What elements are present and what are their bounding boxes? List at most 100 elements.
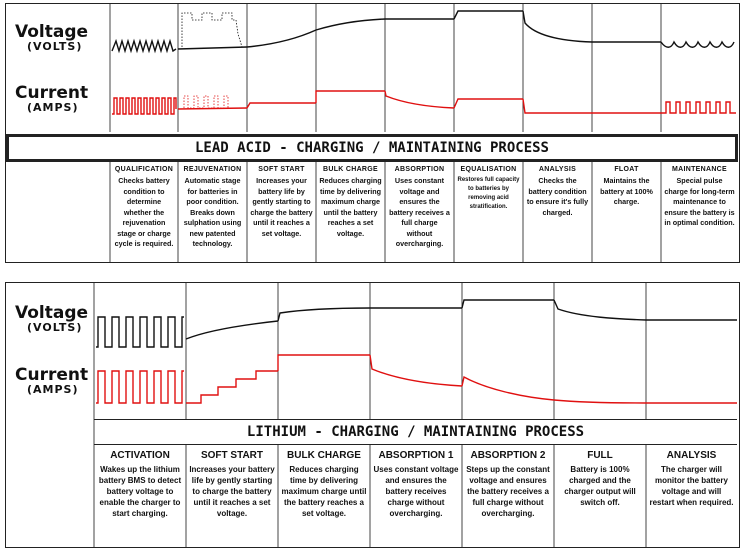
lithium-voltage-curve bbox=[96, 299, 737, 348]
lith-stage-analysis: ANALYSIS The charger will monitor the ba… bbox=[646, 448, 737, 545]
lead-current-label: Current bbox=[15, 83, 89, 103]
lead-current-unit: (AMPS) bbox=[27, 101, 79, 114]
lead-current-maintenance bbox=[661, 101, 736, 114]
stage-description: Automatic stage for batteries in poor co… bbox=[183, 176, 242, 248]
lead-voltage-maintenance bbox=[660, 40, 735, 48]
lith-current-soft-start bbox=[186, 370, 278, 404]
lead-acid-diagram bbox=[109, 4, 736, 262]
stage-description: Increases your battery life by gently st… bbox=[250, 176, 313, 238]
lead-stage-absorption: ABSORPTION Uses constant voltage and ens… bbox=[385, 164, 454, 260]
lead-acid-voltage-curve bbox=[111, 10, 735, 54]
lead-stage-bulk-charge: BULK CHARGE Reduces charging time by del… bbox=[316, 164, 385, 260]
lith-voltage-activation bbox=[96, 316, 184, 348]
lith-stage-full: FULL Battery is 100% charged and the cha… bbox=[554, 448, 646, 545]
stage-description: Increases your battery life by gently st… bbox=[189, 465, 275, 518]
lith-voltage-label: Voltage bbox=[15, 303, 89, 323]
lead-stage-rejuvenation: REJUVENATION Automatic stage for batteri… bbox=[178, 164, 247, 260]
lithium-diagram bbox=[93, 283, 737, 547]
lithium-current-curve bbox=[96, 354, 737, 404]
stage-name: FULL bbox=[587, 450, 613, 461]
lith-voltage-bulk bbox=[277, 307, 371, 322]
lith-voltage-unit: (VOLTS) bbox=[27, 321, 83, 334]
lith-voltage-absorption2 bbox=[461, 299, 554, 309]
lead-current-axis-label: Current (AMPS) bbox=[15, 83, 89, 114]
lead-voltage-equalisation bbox=[453, 10, 523, 20]
lead-voltage-qualification bbox=[111, 38, 177, 54]
stage-description: Restores full capacity to batteries by r… bbox=[457, 177, 520, 210]
lith-stage-activation: ACTIVATION Wakes up the lithium battery … bbox=[94, 448, 186, 545]
lith-current-activation bbox=[96, 370, 184, 404]
stage-name: ABSORPTION 1 bbox=[378, 450, 454, 461]
lith-current-absorption2 bbox=[461, 375, 555, 401]
lead-voltage-rejuvenation bbox=[177, 46, 248, 50]
lead-current-rejuvenation bbox=[177, 107, 248, 110]
lead-current-equalisation bbox=[453, 98, 523, 109]
lead-stage-soft-start: SOFT START Increases your battery life b… bbox=[247, 164, 316, 260]
lith-voltage-full bbox=[553, 299, 647, 321]
stage-description: Checks the battery condition to ensure i… bbox=[526, 176, 589, 217]
lead-current-rejuvenation-pulses bbox=[183, 95, 229, 109]
lead-acid-column-dividers bbox=[109, 4, 662, 262]
lith-stage-soft-start: SOFT START Increases your battery life b… bbox=[186, 448, 278, 545]
lead-current-bulk bbox=[315, 90, 385, 103]
lead-voltage-analysis bbox=[522, 10, 593, 43]
stage-name: ACTIVATION bbox=[110, 450, 170, 461]
stage-name: ABSORPTION 2 bbox=[470, 450, 546, 461]
lead-acid-current-curve bbox=[112, 90, 736, 115]
stage-name: ABSORPTION bbox=[394, 166, 445, 173]
stage-description: Battery is 100% charged and the charger … bbox=[564, 465, 636, 507]
stage-description: Uses constant voltage and ensures the ba… bbox=[389, 176, 450, 248]
lith-current-full bbox=[553, 399, 647, 404]
stage-description: Reduces charging time by delivering maxi… bbox=[319, 176, 382, 238]
stage-name: QUALIFICATION bbox=[114, 166, 174, 173]
lead-stage-maintenance: MAINTENANCE Special pulse charge for lon… bbox=[661, 164, 738, 260]
lead-voltage-bulk bbox=[315, 18, 386, 31]
stage-description: Maintains the battery at 100% charge. bbox=[600, 176, 653, 206]
lith-current-absorption1 bbox=[369, 354, 463, 387]
lith-current-label: Current bbox=[15, 365, 89, 385]
stage-description: Uses constant voltage and ensures the ba… bbox=[373, 465, 459, 518]
stage-description: Wakes up the lithium battery BMS to dete… bbox=[98, 465, 182, 518]
stage-description: Special pulse charge for long-term maint… bbox=[664, 176, 735, 227]
stage-name: REJUVENATION bbox=[183, 166, 242, 173]
stage-name: EQUALISATION bbox=[460, 166, 517, 173]
stage-name: ANALYSIS bbox=[538, 166, 577, 173]
stage-name: BULK CHARGE bbox=[287, 450, 361, 461]
lead-voltage-rejuvenation-pulses bbox=[181, 12, 243, 48]
lithium-column-dividers bbox=[93, 283, 647, 547]
lith-current-unit: (AMPS) bbox=[27, 383, 79, 396]
lead-stage-qualification: QUALIFICATION Checks battery condition t… bbox=[110, 164, 178, 260]
lead-current-soft-start bbox=[246, 102, 316, 109]
lith-stage-absorption-2: ABSORPTION 2 Steps up the constant volta… bbox=[462, 448, 554, 545]
stage-name: ANALYSIS bbox=[666, 450, 717, 461]
stage-description: Reduces charging time by delivering maxi… bbox=[281, 465, 367, 518]
lith-stage-absorption-1: ABSORPTION 1 Uses constant voltage and e… bbox=[370, 448, 462, 545]
lith-voltage-soft-start bbox=[185, 320, 279, 340]
lead-current-qualification bbox=[112, 97, 177, 115]
stage-name: FLOAT bbox=[614, 166, 639, 173]
lith-stage-bulk-charge: BULK CHARGE Reduces charging time by del… bbox=[278, 448, 370, 545]
lead-stage-float: FLOAT Maintains the battery at 100% char… bbox=[592, 164, 661, 260]
stage-name: SOFT START bbox=[258, 166, 305, 173]
lith-voltage-axis-label: Voltage (VOLTS) bbox=[15, 303, 89, 334]
lead-stage-equalisation: EQUALISATION Restores full capacity to b… bbox=[454, 164, 523, 260]
lead-voltage-unit: (VOLTS) bbox=[27, 40, 83, 53]
lithium-panel: Voltage (VOLTS) Current (AMPS) LITHIUM -… bbox=[5, 282, 740, 548]
stage-description: Checks battery condition to determine wh… bbox=[114, 176, 174, 248]
stage-description: Steps up the constant voltage and ensure… bbox=[466, 465, 550, 518]
lead-acid-panel: Voltage (VOLTS) Current (AMPS) LEAD ACID… bbox=[5, 3, 740, 263]
stage-name: MAINTENANCE bbox=[671, 166, 728, 173]
lead-acid-title: LEAD ACID - CHARGING / MAINTAINING PROCE… bbox=[6, 134, 738, 162]
lead-voltage-axis-label: Voltage (VOLTS) bbox=[15, 22, 89, 53]
stage-name: SOFT START bbox=[200, 450, 264, 461]
lithium-title: LITHIUM - CHARGING / MAINTAINING PROCESS bbox=[94, 419, 737, 445]
stage-description: The charger will monitor the battery vol… bbox=[649, 465, 734, 507]
lead-voltage-soft-start bbox=[246, 29, 317, 48]
lead-current-analysis bbox=[522, 98, 592, 114]
lead-stage-analysis: ANALYSIS Checks the battery condition to… bbox=[523, 164, 592, 260]
lead-voltage-label: Voltage bbox=[15, 22, 89, 42]
stage-name: BULK CHARGE bbox=[322, 166, 379, 173]
lith-current-axis-label: Current (AMPS) bbox=[15, 365, 89, 396]
lith-current-bulk bbox=[277, 354, 370, 371]
lead-current-absorption bbox=[384, 90, 455, 109]
